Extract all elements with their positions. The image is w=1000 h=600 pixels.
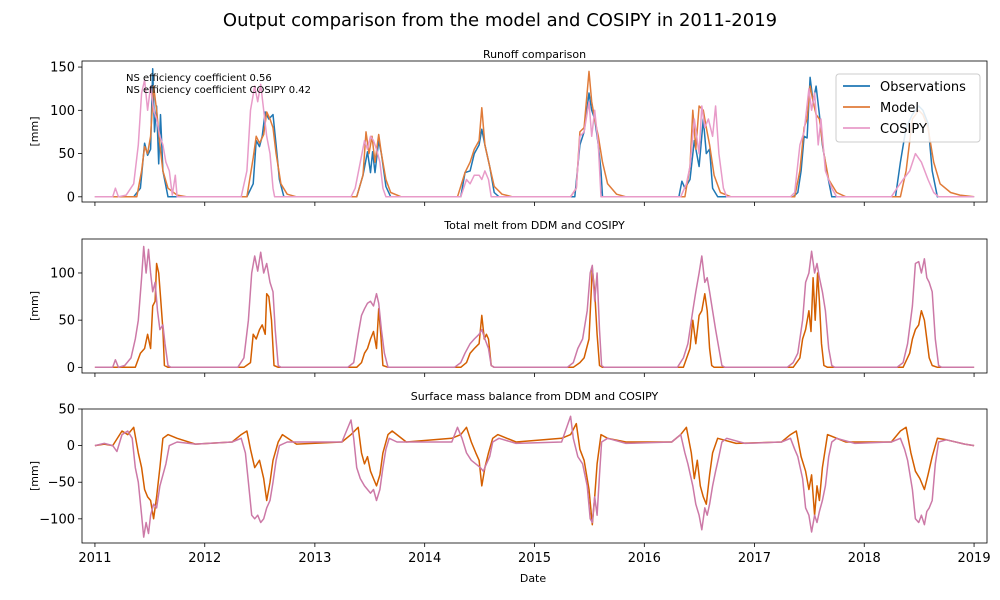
y-tick-label: 50 xyxy=(58,403,75,418)
x-tick-label: 2017 xyxy=(738,551,771,566)
panel-1: Runoff comparison [mm] 0 50 100 150 NS efficie… xyxy=(28,48,988,206)
legend-label: COSIPY xyxy=(880,122,927,137)
series-line-observations xyxy=(94,68,975,198)
y-axis-label: [mm] xyxy=(28,116,41,146)
series-line-2 xyxy=(94,415,975,538)
panel-2: Total melt from DDM and COSIPY [mm] 0 50 100 xyxy=(28,219,988,377)
annotation-ns-efficiency: NS efficiency coefficient 0.56 xyxy=(126,73,272,84)
y-tick-label: −100 xyxy=(39,512,75,527)
y-tick-label: 150 xyxy=(50,61,75,76)
x-tick-label: 2019 xyxy=(958,551,991,566)
x-tick-label: 2013 xyxy=(298,551,331,566)
legend-box xyxy=(835,73,981,143)
panel-3: Surface mass balance from DDM and COSIPY… xyxy=(28,390,991,566)
y-tick-label: 0 xyxy=(67,439,75,454)
series-line-cosipy xyxy=(94,79,975,198)
y-tick-label: 0 xyxy=(67,361,75,376)
x-tick-label: 2014 xyxy=(408,551,441,566)
y-tick-label: −50 xyxy=(48,476,75,491)
x-tick-label: 2015 xyxy=(518,551,551,566)
annotation-ns-efficiency: NS efficiency coefficient COSIPY 0.42 xyxy=(126,85,311,96)
panel-title: Total melt from DDM and COSIPY xyxy=(443,219,625,232)
panel-title: Runoff comparison xyxy=(483,48,586,61)
y-axis-label: [mm] xyxy=(28,461,41,491)
x-tick-label: 2016 xyxy=(628,551,661,566)
panel-title: Surface mass balance from DDM and COSIPY xyxy=(411,390,659,403)
legend: Observations Model COSIPY xyxy=(835,73,981,143)
figure-title: Output comparison from the model and COS… xyxy=(223,10,777,31)
y-tick-label: 50 xyxy=(58,314,75,329)
x-tick-label: 2012 xyxy=(188,551,221,566)
y-tick-label: 50 xyxy=(58,147,75,162)
legend-label: Observations xyxy=(880,80,966,95)
legend-label: Model xyxy=(880,101,919,116)
x-axis-label: Date xyxy=(520,572,547,585)
y-tick-label: 0 xyxy=(67,190,75,205)
y-axis-label: [mm] xyxy=(28,291,41,321)
y-tick-label: 100 xyxy=(50,266,75,281)
x-tick-label: 2018 xyxy=(848,551,881,566)
y-tick-label: 100 xyxy=(50,104,75,119)
series-line-2 xyxy=(94,245,975,369)
x-tick-label: 2011 xyxy=(78,551,111,566)
